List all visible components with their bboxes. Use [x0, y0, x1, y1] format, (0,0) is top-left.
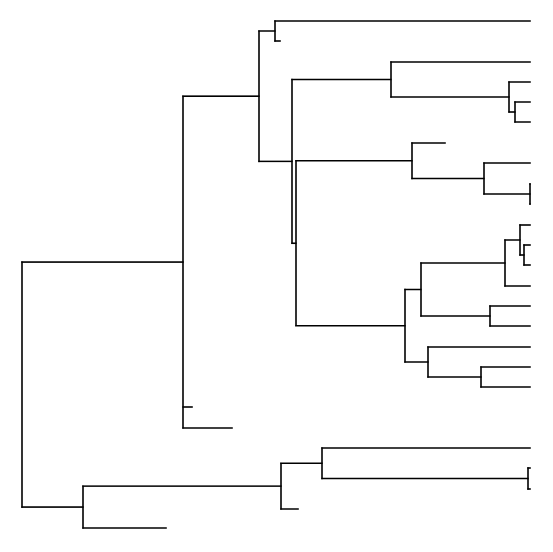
dendrogram-branches	[21, 20, 531, 529]
